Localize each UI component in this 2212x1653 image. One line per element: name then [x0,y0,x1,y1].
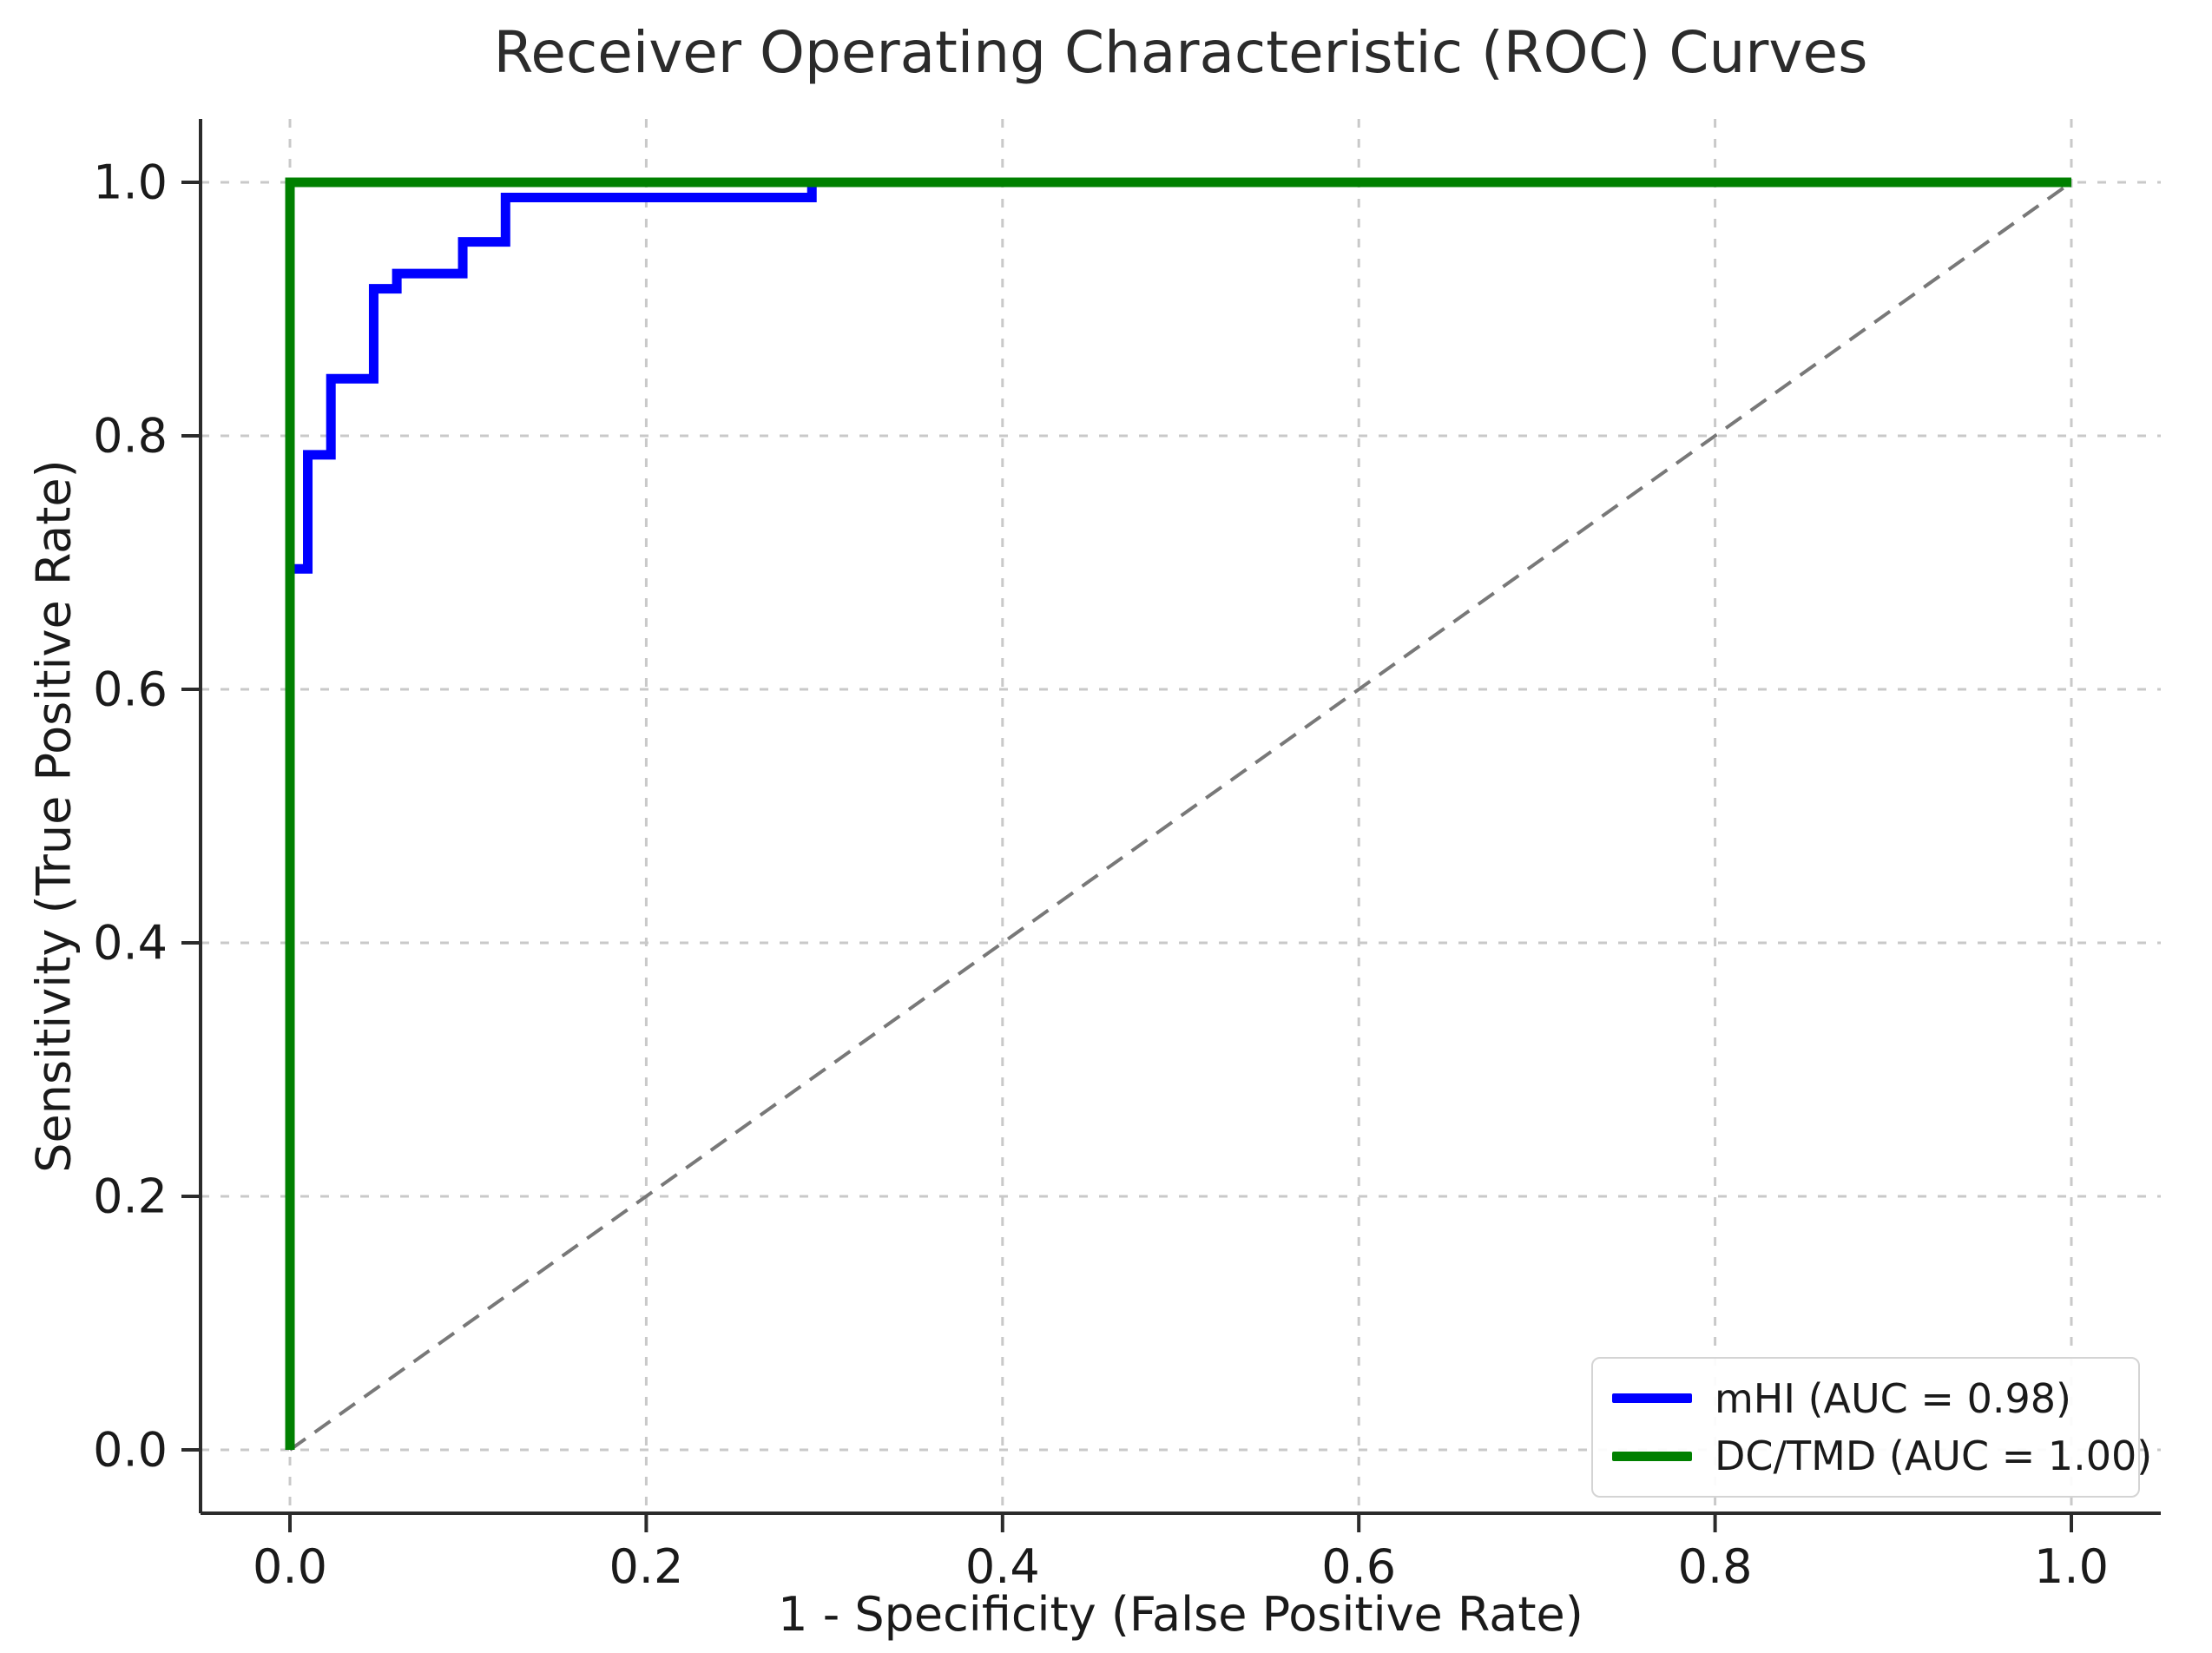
legend-entry: mHI (AUC = 0.98) [1612,1375,2119,1422]
legend-entry: DC/TMD (AUC = 1.00) [1612,1432,2152,1479]
y-tick-label: 0.8 [93,409,168,464]
x-tick-label: 0.8 [1678,1539,1753,1594]
x-tick-label: 0.0 [253,1539,327,1594]
series-dc-tmd [285,177,2071,1450]
x-tick-label: 0.6 [1321,1539,1396,1594]
y-tick-label: 0.0 [93,1423,168,1478]
series-chance-diagonal [288,181,2073,1452]
y-tick-label: 0.2 [93,1169,168,1224]
legend-entry-label: mHI (AUC = 0.98) [1715,1374,2071,1422]
y-axis-label: Sensitivity (True Positive Rate) [26,459,82,1173]
x-axis-label: 1 - Specificity (False Positive Rate) [778,1587,1583,1642]
x-tick-label: 0.4 [965,1539,1040,1594]
chart-title: Receiver Operating Characteristic (ROC) … [493,19,1868,86]
legend-swatch [1612,1451,1692,1461]
legend-entry-label: DC/TMD (AUC = 1.00) [1715,1432,2153,1480]
y-tick-label: 1.0 [93,155,168,210]
x-tick-label: 1.0 [2034,1539,2109,1594]
series-mhi [285,177,2071,1450]
y-tick-label: 0.6 [93,662,168,717]
legend-swatch [1612,1393,1692,1404]
y-tick-label: 0.4 [93,916,168,971]
x-tick-label: 0.2 [609,1539,683,1594]
legend: mHI (AUC = 0.98) DC/TMD (AUC = 1.00) [1591,1357,2152,1498]
